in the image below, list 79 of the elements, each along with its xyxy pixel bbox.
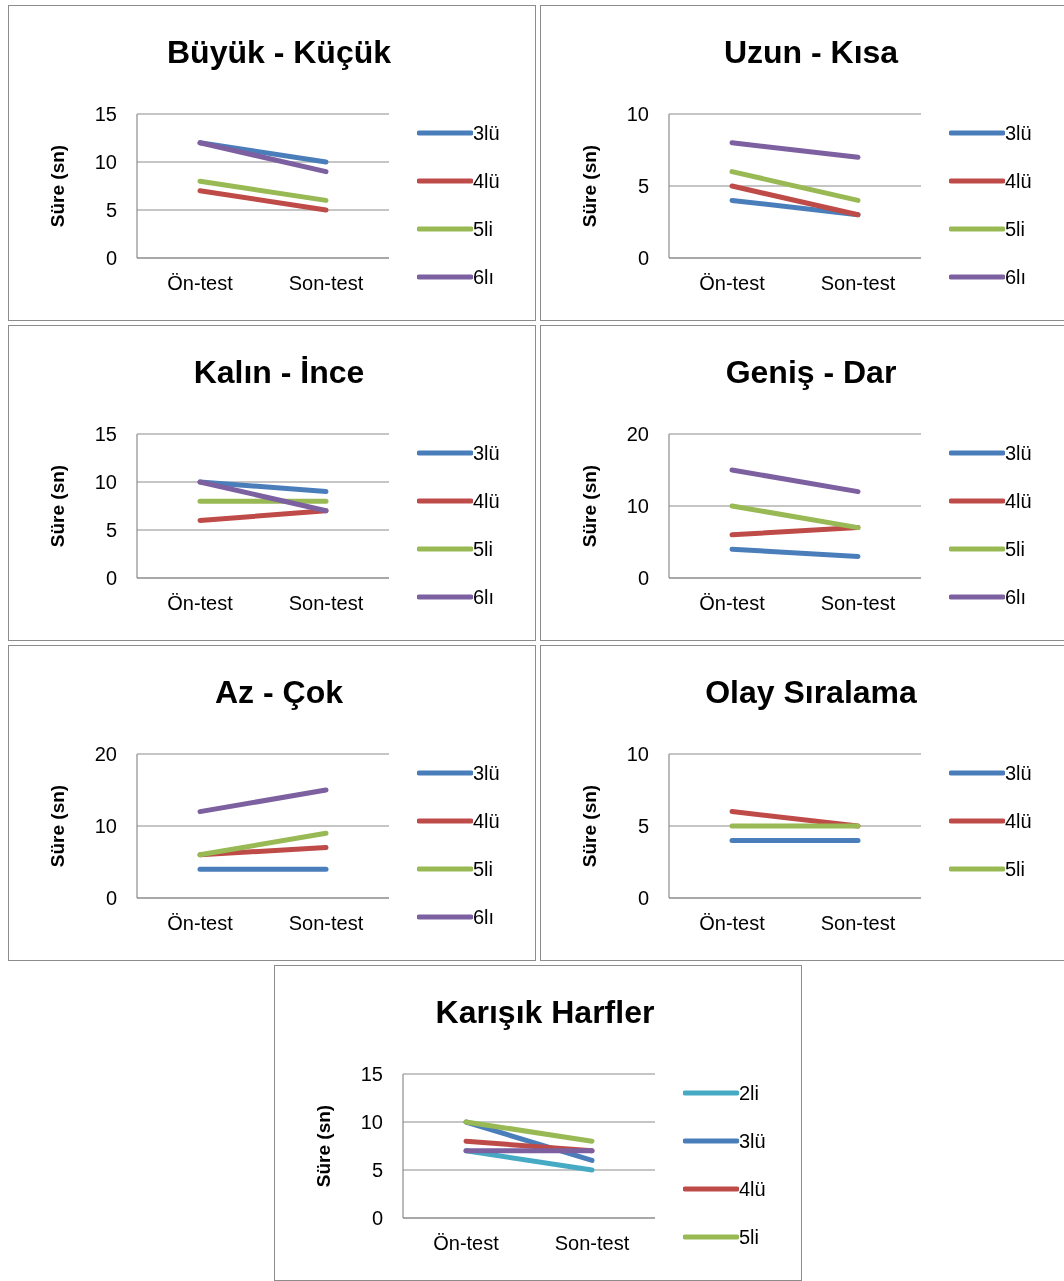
legend-label: 5li: [1005, 537, 1026, 561]
chart-title: Kalın - İnce: [192, 354, 366, 391]
legend-label: 3lü: [473, 761, 500, 785]
y-axis-title: Süre (sn): [578, 144, 600, 228]
legend-label: 2li: [739, 1081, 760, 1105]
legend-label: 5li: [473, 537, 494, 561]
x-tick-label: Son-test: [820, 272, 896, 295]
y-tick-label: 5: [637, 175, 649, 198]
legend-label: 6lı: [473, 265, 495, 289]
y-tick-label: 0: [371, 1207, 383, 1230]
y-tick-label: 0: [637, 247, 649, 270]
legend-label: 5li: [1005, 217, 1026, 241]
y-tick-label: 5: [105, 199, 117, 222]
y-tick-label: 0: [637, 567, 649, 590]
legend-label: 4lü: [1005, 169, 1032, 193]
y-tick-label: 15: [94, 423, 117, 446]
legend-label: 5li: [473, 857, 494, 881]
x-tick-label: Ön-test: [167, 592, 234, 615]
y-tick-label: 0: [105, 887, 117, 910]
chart-title: Uzun - Kısa: [722, 34, 900, 71]
chart-title: Az - Çok: [214, 674, 344, 711]
chart-title: Büyük - Küçük: [166, 34, 392, 71]
legend-label: 3lü: [1005, 761, 1032, 785]
legend-label: 3lü: [1005, 121, 1032, 145]
y-tick-label: 20: [626, 423, 649, 446]
y-axis-title: Süre (sn): [312, 1104, 334, 1188]
y-tick-label: 15: [94, 103, 117, 126]
chart-title: Karışık Harfler: [434, 994, 656, 1031]
x-tick-label: Son-test: [820, 912, 896, 935]
x-tick-label: Ön-test: [699, 592, 766, 615]
x-tick-label: Ön-test: [167, 912, 234, 935]
legend-label: 6lı: [1005, 265, 1027, 289]
y-tick-label: 5: [371, 1159, 383, 1182]
y-tick-label: 0: [105, 247, 117, 270]
x-tick-label: Son-test: [288, 912, 364, 935]
y-axis-title: Süre (sn): [578, 464, 600, 548]
y-tick-label: 15: [360, 1063, 383, 1086]
y-tick-label: 10: [94, 471, 117, 494]
y-tick-label: 5: [105, 519, 117, 542]
x-tick-label: Ön-test: [699, 912, 766, 935]
y-tick-label: 0: [637, 887, 649, 910]
legend-label: 3lü: [1005, 441, 1032, 465]
x-tick-label: Son-test: [554, 1232, 630, 1255]
y-tick-label: 10: [94, 815, 117, 838]
legend-label: 3lü: [473, 441, 500, 465]
legend-label: 4lü: [473, 489, 500, 513]
x-tick-label: Ön-test: [167, 272, 234, 295]
y-tick-label: 10: [360, 1111, 383, 1134]
legend-label: 5li: [1005, 857, 1026, 881]
legend-label: 4lü: [473, 169, 500, 193]
y-tick-label: 10: [626, 495, 649, 518]
legend-label: 4lü: [473, 809, 500, 833]
legend-label: 6lı: [473, 905, 495, 929]
legend-label: 4lü: [1005, 489, 1032, 513]
y-tick-label: 0: [105, 567, 117, 590]
y-tick-label: 10: [94, 151, 117, 174]
legend-label: 5li: [473, 217, 494, 241]
legend-label: 4lü: [1005, 809, 1032, 833]
y-tick-label: 10: [626, 743, 649, 766]
legend-label: 3lü: [473, 121, 500, 145]
legend-label: 6lı: [1005, 585, 1027, 609]
legend-label: 5li: [739, 1225, 760, 1249]
y-tick-label: 5: [637, 815, 649, 838]
chart-title: Geniş - Dar: [724, 354, 898, 391]
y-axis-title: Süre (sn): [46, 784, 68, 868]
legend-label: 6lı: [473, 585, 495, 609]
x-tick-label: Son-test: [288, 272, 364, 295]
x-tick-label: Son-test: [288, 592, 364, 615]
y-axis-title: Süre (sn): [578, 784, 600, 868]
x-tick-label: Son-test: [820, 592, 896, 615]
x-tick-label: Ön-test: [699, 272, 766, 295]
x-tick-label: Ön-test: [433, 1232, 500, 1255]
legend-label: 3lü: [739, 1129, 766, 1153]
y-tick-label: 10: [626, 103, 649, 126]
chart-title: Olay Sıralama: [704, 674, 918, 711]
y-axis-title: Süre (sn): [46, 464, 68, 548]
y-tick-label: 20: [94, 743, 117, 766]
legend-label: 4lü: [739, 1177, 766, 1201]
y-axis-title: Süre (sn): [46, 144, 68, 228]
